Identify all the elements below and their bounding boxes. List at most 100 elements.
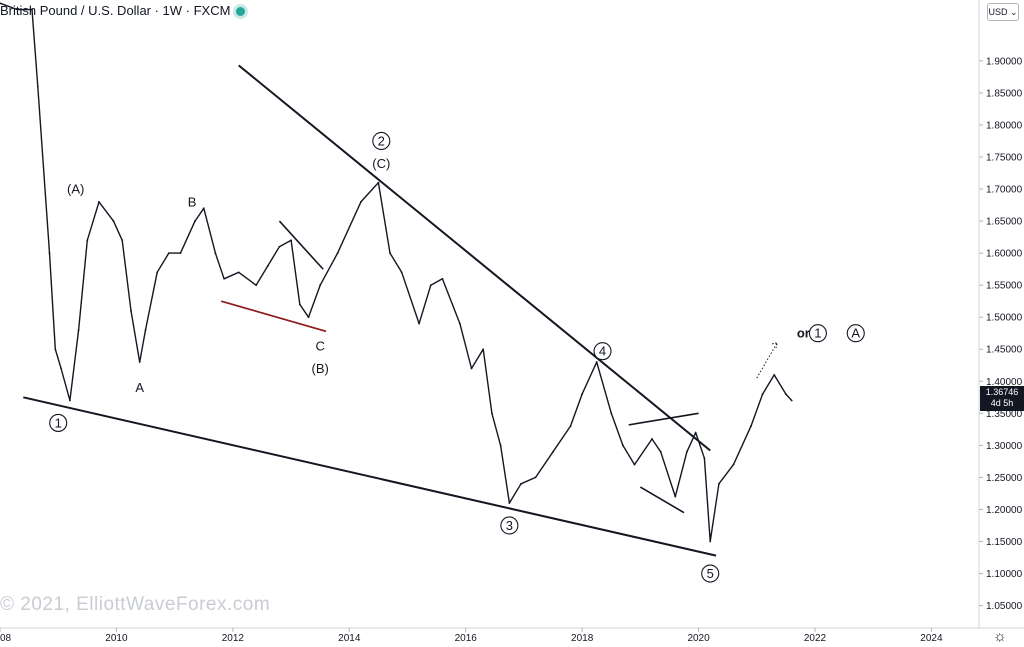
price-point: [499, 444, 502, 447]
price-point: [278, 245, 281, 248]
series-layer: [0, 2, 793, 543]
y-tick-label: 1.20000: [986, 505, 1023, 516]
trendline[interactable]: [639, 486, 685, 514]
price-point: [156, 271, 159, 274]
x-tick-label: 2020: [687, 633, 710, 644]
price-point: [429, 284, 432, 287]
price-point: [237, 271, 240, 274]
y-tick-label: 1.40000: [986, 377, 1023, 388]
price-point: [732, 463, 735, 466]
price-point: [651, 438, 653, 440]
circled-wave-label: 1: [814, 326, 821, 341]
trendline[interactable]: [23, 396, 717, 557]
price-point: [377, 181, 380, 184]
bar-countdown: 4d 5h: [990, 398, 1014, 408]
price-point: [534, 476, 537, 479]
price-point: [255, 284, 258, 287]
y-tick-label: 1.90000: [986, 56, 1023, 67]
price-point: [86, 239, 89, 242]
trendline[interactable]: [628, 412, 699, 426]
price-point: [194, 220, 196, 222]
price-point: [298, 303, 301, 306]
trendline[interactable]: [278, 220, 324, 270]
y-tick-label: 1.80000: [986, 120, 1023, 131]
currency-button[interactable]: USD ⌄: [987, 3, 1019, 21]
y-tick-label: 1.75000: [986, 153, 1023, 164]
y-tick-label: 1.35000: [986, 409, 1023, 420]
price-point: [179, 252, 182, 255]
status-dot: [236, 7, 246, 17]
price-point: [360, 200, 362, 203]
x-tick-label: 2012: [222, 633, 245, 644]
price-point: [36, 85, 39, 88]
price-point: [0, 2, 1, 5]
chevron-down-icon: ⌄: [1007, 7, 1018, 17]
chart-header: British Pound / U.S. Dollar · 1W · FXCM: [0, 3, 246, 18]
symbol-title[interactable]: British Pound / U.S. Dollar · 1W · FXCM: [0, 3, 231, 18]
wave-label: (A): [67, 182, 84, 197]
y-tick-label: 1.25000: [986, 473, 1023, 484]
wave-circle: [846, 324, 865, 343]
price-point: [167, 252, 170, 255]
wave-label: (B): [312, 361, 329, 376]
y-axis: 1.05000 1.10000 1.15000 1.20000 1.25000 1.300…: [979, 56, 1023, 612]
price-point: [694, 431, 697, 434]
wave-label: A: [135, 380, 144, 395]
price-point: [520, 482, 522, 485]
x-tick-label: 2016: [455, 633, 478, 644]
gear-icon[interactable]: ☼: [993, 628, 1007, 645]
y-tick-label: 1.85000: [986, 88, 1023, 99]
x-tick-label: 2018: [571, 633, 594, 644]
annotation-layer: (A) B A C (B) (C) or 1 2 3 4 5 1 A: [49, 131, 865, 583]
trendline[interactable]: [220, 300, 327, 333]
y-tick-label: 1.15000: [986, 537, 1023, 548]
price-point: [389, 252, 391, 255]
price-series-line: [0, 2, 793, 543]
wave-circle: [372, 131, 391, 151]
price-point: [458, 322, 461, 325]
y-tick-label: 1.30000: [986, 441, 1023, 452]
price-point: [569, 425, 572, 428]
price-point: [266, 265, 269, 267]
price-point: [482, 348, 485, 351]
price-point: [48, 252, 51, 255]
price-point: [121, 239, 124, 242]
circled-wave-label: 5: [707, 566, 714, 581]
price-point: [703, 457, 706, 460]
price-point: [16, 8, 19, 11]
price-point: [98, 200, 100, 203]
price-point: [610, 412, 613, 415]
trendline-layer[interactable]: [23, 64, 717, 557]
wave-circle: [808, 324, 827, 343]
y-tick-label: 1.55000: [986, 281, 1023, 292]
price-point: [784, 393, 787, 396]
price-point: [491, 412, 493, 415]
price-point: [60, 367, 63, 370]
wave-label: (C): [372, 156, 390, 171]
price-point: [674, 495, 677, 498]
price-point: [202, 207, 205, 210]
y-tick-label: 1.50000: [986, 313, 1023, 324]
price-point: [718, 482, 720, 485]
circled-wave-label: 2: [378, 133, 385, 148]
price-point: [138, 361, 141, 363]
wave-label: C: [315, 339, 324, 354]
price-point: [659, 450, 662, 453]
price-point: [761, 393, 764, 396]
price-point: [552, 450, 554, 453]
trendline[interactable]: [238, 64, 711, 452]
y-tick-label: 1.65000: [986, 217, 1023, 228]
price-point: [750, 425, 752, 428]
price-point: [790, 399, 793, 402]
wave-label: or: [797, 326, 810, 341]
circled-wave-label: A: [851, 326, 860, 341]
price-point: [773, 373, 776, 376]
price-point: [441, 277, 444, 280]
wave-circle: [500, 516, 519, 535]
wave-circle: [593, 342, 612, 361]
price-point: [77, 329, 80, 331]
circled-wave-label: 1: [55, 415, 62, 430]
price-point: [686, 450, 688, 453]
price-point: [307, 316, 310, 319]
